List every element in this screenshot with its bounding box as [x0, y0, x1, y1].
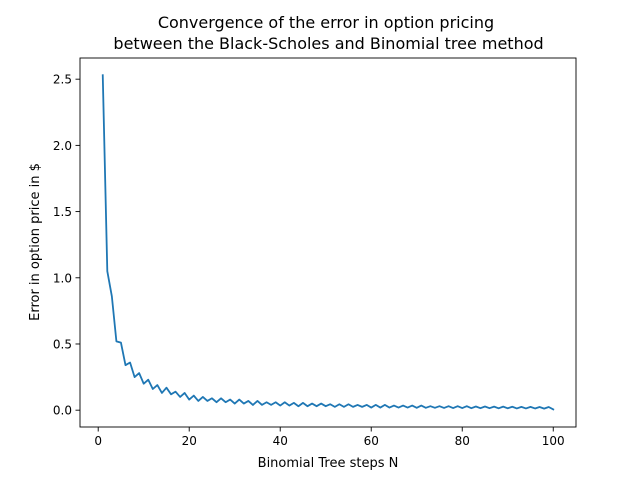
- plot-area: 0 20 40 60 80 100 0.0 0.5 1.0 1.5 2.0 2.5: [53, 57, 577, 448]
- plot-frame: [79, 57, 577, 428]
- series-line-0: [101, 74, 555, 411]
- x-tick-label: 0: [94, 434, 102, 448]
- x-axis-label: Binomial Tree steps N: [258, 456, 399, 471]
- x-tick-label: 100: [542, 434, 565, 448]
- y-tick-label: 0.5: [53, 337, 72, 351]
- y-axis-label: Error in option price in $: [28, 163, 43, 321]
- x-tick-label: 40: [273, 434, 288, 448]
- y-tick-label: 1.5: [53, 205, 72, 219]
- x-tick-label: 20: [182, 434, 197, 448]
- y-tick-label: 2.5: [53, 73, 72, 87]
- chart-title-line-2: between the Black-Scholes and Binomial t…: [108, 34, 543, 53]
- x-tick-label: 60: [364, 434, 379, 448]
- chart-title-line-1: Convergence of the error in option prici…: [158, 13, 494, 32]
- y-tick-label: 1.0: [53, 271, 72, 285]
- y-tick-label: 0.0: [53, 404, 72, 418]
- x-tick-label: 80: [455, 434, 470, 448]
- y-tick-label: 2.0: [53, 139, 72, 153]
